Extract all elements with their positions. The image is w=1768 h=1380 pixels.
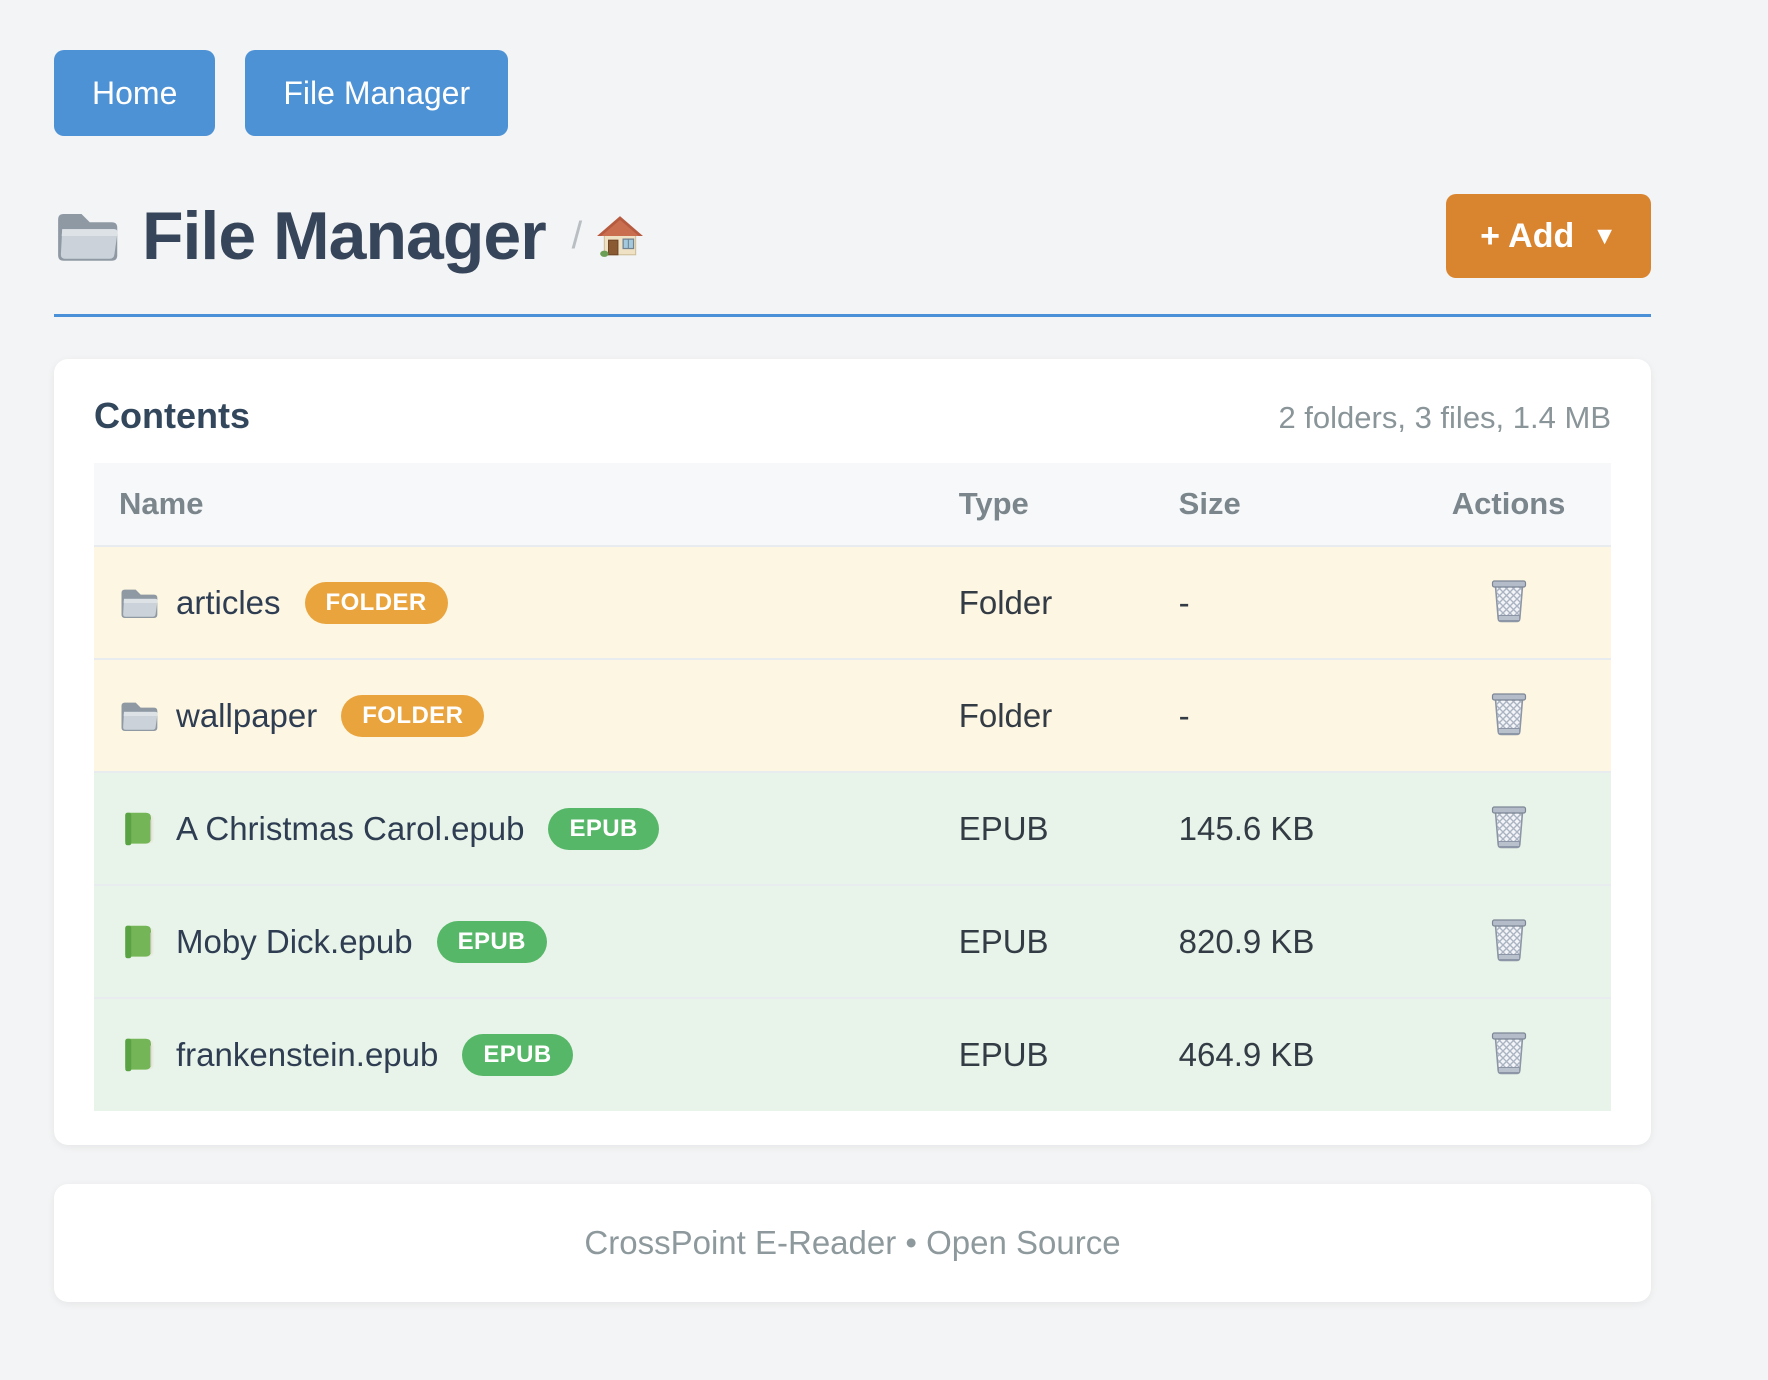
name-cell: frankenstein.epub EPUB (119, 1034, 959, 1076)
file-table: Name Type Size Actions (94, 463, 1611, 1111)
type-cell: Folder (958, 658, 1179, 772)
table-header-row: Name Type Size Actions (94, 463, 1611, 546)
file-name-link[interactable]: Moby Dick.epub (176, 922, 413, 960)
add-button-label: + Add (1480, 217, 1575, 255)
trash-icon (1489, 578, 1529, 624)
type-cell: Folder (958, 545, 1179, 659)
table-row: frankenstein.epub EPUB EPUB 464.9 KB (94, 997, 1611, 1111)
type-badge: EPUB (462, 1034, 573, 1076)
page-title: File Manager (142, 198, 547, 274)
green-book-icon (119, 924, 159, 960)
delete-button[interactable] (1485, 800, 1533, 854)
delete-button[interactable] (1485, 574, 1533, 628)
column-header-name: Name (94, 463, 959, 546)
table-row: articles FOLDER Folder - (94, 545, 1611, 659)
name-cell: A Christmas Carol.epub EPUB (119, 807, 959, 850)
add-button[interactable]: + Add ▼ (1446, 194, 1651, 278)
nav-button-file-manager[interactable]: File Manager (245, 50, 509, 136)
folder-icon (119, 585, 159, 621)
type-badge: EPUB (548, 807, 659, 850)
size-cell: 464.9 KB (1178, 997, 1407, 1111)
delete-button[interactable] (1485, 913, 1533, 967)
type-cell: EPUB (958, 997, 1179, 1111)
contents-card-header: Contents 2 folders, 3 files, 1.4 MB (94, 395, 1611, 437)
type-cell: EPUB (958, 884, 1179, 998)
column-header-type: Type (958, 463, 1179, 546)
file-name-link[interactable]: frankenstein.epub (176, 1036, 439, 1073)
folder-icon (54, 207, 120, 265)
file-name-link[interactable]: A Christmas Carol.epub (176, 809, 525, 847)
delete-button[interactable] (1485, 687, 1533, 741)
top-nav: Home File Manager (54, 50, 1651, 136)
trash-icon (1489, 691, 1529, 737)
name-cell: wallpaper FOLDER (119, 694, 959, 737)
type-badge: EPUB (436, 920, 547, 963)
size-cell: 145.6 KB (1178, 771, 1407, 885)
table-row: Moby Dick.epub EPUB EPUB 820.9 KB (94, 884, 1611, 998)
table-row: A Christmas Carol.epub EPUB EPUB 145.6 K… (94, 771, 1611, 885)
table-row: wallpaper FOLDER Folder - (94, 658, 1611, 772)
green-book-icon (119, 1037, 159, 1073)
file-name-link[interactable]: articles (176, 583, 281, 621)
footer-text: CrossPoint E-Reader • Open Source (584, 1224, 1121, 1261)
file-name-link[interactable]: wallpaper (176, 696, 318, 734)
breadcrumb: / (572, 214, 645, 258)
folder-icon (119, 698, 159, 734)
trash-icon (1489, 804, 1529, 850)
contents-heading: Contents (94, 395, 250, 436)
title-group: File Manager / (54, 197, 644, 275)
type-badge: FOLDER (341, 694, 485, 737)
name-cell: articles FOLDER (119, 581, 959, 624)
title-divider (54, 314, 1651, 317)
green-book-icon (119, 811, 159, 847)
name-cell: Moby Dick.epub EPUB (119, 920, 959, 963)
breadcrumb-separator: / (571, 214, 583, 257)
trash-icon (1489, 917, 1529, 963)
size-cell: 820.9 KB (1178, 884, 1407, 998)
chevron-down-icon: ▼ (1592, 221, 1617, 250)
column-header-size: Size (1178, 463, 1407, 546)
footer: CrossPoint E-Reader • Open Source (54, 1184, 1651, 1302)
size-cell: - (1178, 545, 1407, 659)
trash-icon (1489, 1030, 1529, 1076)
page-header: File Manager / + Add ▼ (54, 194, 1651, 278)
home-icon[interactable] (596, 214, 644, 258)
contents-card: Contents 2 folders, 3 files, 1.4 MB Name… (54, 359, 1651, 1145)
file-table-body: articles FOLDER Folder - (94, 545, 1611, 1111)
type-cell: EPUB (958, 771, 1179, 885)
page: Home File Manager File Manager / (54, 50, 1651, 1302)
type-badge: FOLDER (304, 581, 448, 624)
size-cell: - (1178, 658, 1407, 772)
contents-summary: 2 folders, 3 files, 1.4 MB (1278, 400, 1611, 435)
delete-button[interactable] (1485, 1026, 1533, 1080)
nav-button-home[interactable]: Home (54, 50, 216, 136)
column-header-actions: Actions (1406, 463, 1611, 546)
